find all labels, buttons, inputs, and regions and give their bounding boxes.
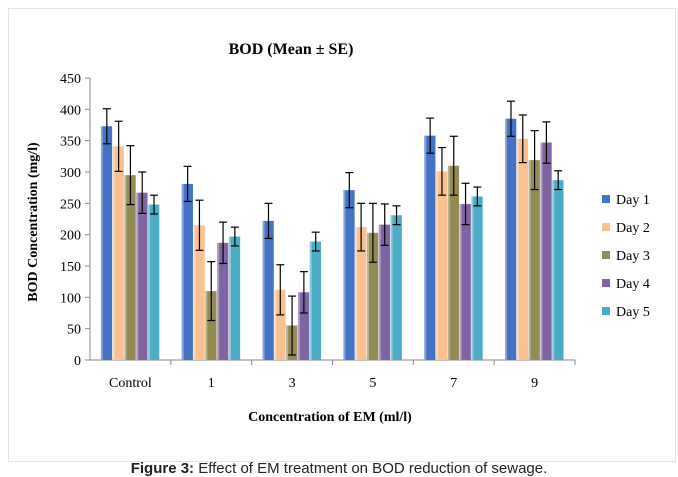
- legend-label: Day 1: [616, 193, 650, 208]
- y-tick-label: 450: [60, 72, 81, 87]
- legend-swatch: [602, 223, 610, 231]
- bar: [124, 175, 136, 360]
- legend: Day 1 Day 2 Day 3 Day 4 Day 5: [602, 193, 650, 320]
- bar-highlight: [436, 171, 439, 360]
- x-tick-label: 1: [208, 376, 215, 391]
- legend-label: Day 3: [616, 249, 650, 264]
- bar: [378, 224, 391, 360]
- x-tick-label: Control: [109, 376, 152, 391]
- bar: [262, 220, 274, 360]
- bar-highlight: [193, 225, 196, 360]
- bar: [447, 165, 460, 360]
- bar-highlight: [217, 242, 220, 360]
- bar: [205, 291, 217, 360]
- bar: [424, 135, 436, 360]
- y-tick-label: 250: [60, 197, 81, 212]
- bar-highlight: [343, 190, 346, 360]
- x-axis-label: Concentration of EM (ml/l): [248, 410, 412, 425]
- bar: [505, 118, 517, 360]
- legend-swatch: [602, 307, 610, 315]
- bar-highlight: [286, 325, 289, 360]
- bar: [528, 160, 540, 360]
- bar-highlight: [528, 160, 531, 360]
- bar-highlight: [390, 215, 393, 360]
- bar: [516, 138, 529, 360]
- caption-label: Figure 3:: [130, 460, 195, 477]
- bar-highlight: [424, 135, 427, 360]
- bar-highlight: [228, 236, 231, 360]
- bar: [181, 183, 193, 360]
- bar: [552, 180, 564, 360]
- legend-swatch: [602, 195, 610, 203]
- y-tick-label: 350: [60, 135, 81, 150]
- caption-text: Effect of EM treatment on BOD reduction …: [194, 460, 548, 477]
- bar-highlight: [181, 183, 184, 360]
- legend-label: Day 4: [616, 277, 650, 292]
- y-tick-label: 0: [74, 354, 81, 369]
- x-tick-label: 9: [531, 376, 538, 391]
- legend-label: Day 5: [616, 305, 650, 320]
- bar-highlight: [540, 142, 543, 360]
- bar-highlight: [447, 165, 450, 360]
- bar: [436, 171, 448, 360]
- legend-label: Day 2: [616, 221, 650, 236]
- figure-caption: Figure 3: Effect of EM treatment on BOD …: [0, 460, 678, 477]
- y-tick-label: 300: [60, 166, 81, 181]
- bar-highlight: [552, 180, 555, 360]
- bar: [297, 292, 310, 360]
- bar-highlight: [516, 138, 519, 360]
- bar: [112, 146, 124, 360]
- bar: [355, 227, 367, 360]
- bar-highlight: [136, 192, 139, 360]
- bar: [217, 242, 229, 360]
- bar-highlight: [297, 292, 300, 360]
- bar-highlight: [124, 175, 127, 360]
- legend-swatch: [602, 251, 610, 259]
- x-tick-label: 3: [289, 376, 296, 391]
- y-tick-label: 200: [60, 229, 81, 244]
- bar-highlight: [355, 227, 358, 360]
- bar: [228, 236, 241, 360]
- bar-highlight: [505, 118, 508, 360]
- bar: [193, 225, 205, 360]
- bar-highlight: [274, 289, 277, 360]
- y-tick-label: 150: [60, 260, 81, 275]
- bar: [459, 203, 471, 360]
- bar-highlight: [100, 126, 103, 361]
- legend-swatch: [602, 279, 610, 287]
- y-tick-label: 400: [60, 103, 81, 118]
- bar-highlight: [378, 224, 381, 360]
- bar-highlight: [459, 203, 462, 360]
- bod-bar-chart: BOD (Mean ± SE) Concentration of EM (ml/…: [26, 41, 650, 425]
- bar: [471, 196, 483, 360]
- bar: [136, 192, 148, 360]
- bar: [390, 215, 402, 360]
- bar: [540, 142, 552, 360]
- bar-highlight: [148, 204, 151, 360]
- x-tick-label: 5: [369, 376, 376, 391]
- bar-highlight: [471, 196, 474, 360]
- bar: [367, 232, 379, 360]
- bar-highlight: [112, 146, 115, 360]
- bar-highlight: [367, 232, 370, 360]
- bar: [343, 190, 355, 360]
- chart-title: BOD (Mean ± SE): [229, 41, 354, 58]
- y-tick-label: 50: [67, 323, 81, 338]
- bar: [148, 204, 160, 360]
- bar: [309, 241, 321, 360]
- y-tick-label: 100: [60, 291, 81, 306]
- y-axis-label: BOD Concentration (mg/l): [26, 142, 41, 302]
- bar-highlight: [205, 291, 208, 360]
- bar-highlight: [309, 241, 312, 360]
- bar: [274, 289, 286, 360]
- bar-highlight: [262, 220, 265, 360]
- bar: [100, 126, 113, 361]
- x-tick-label: 7: [450, 376, 457, 391]
